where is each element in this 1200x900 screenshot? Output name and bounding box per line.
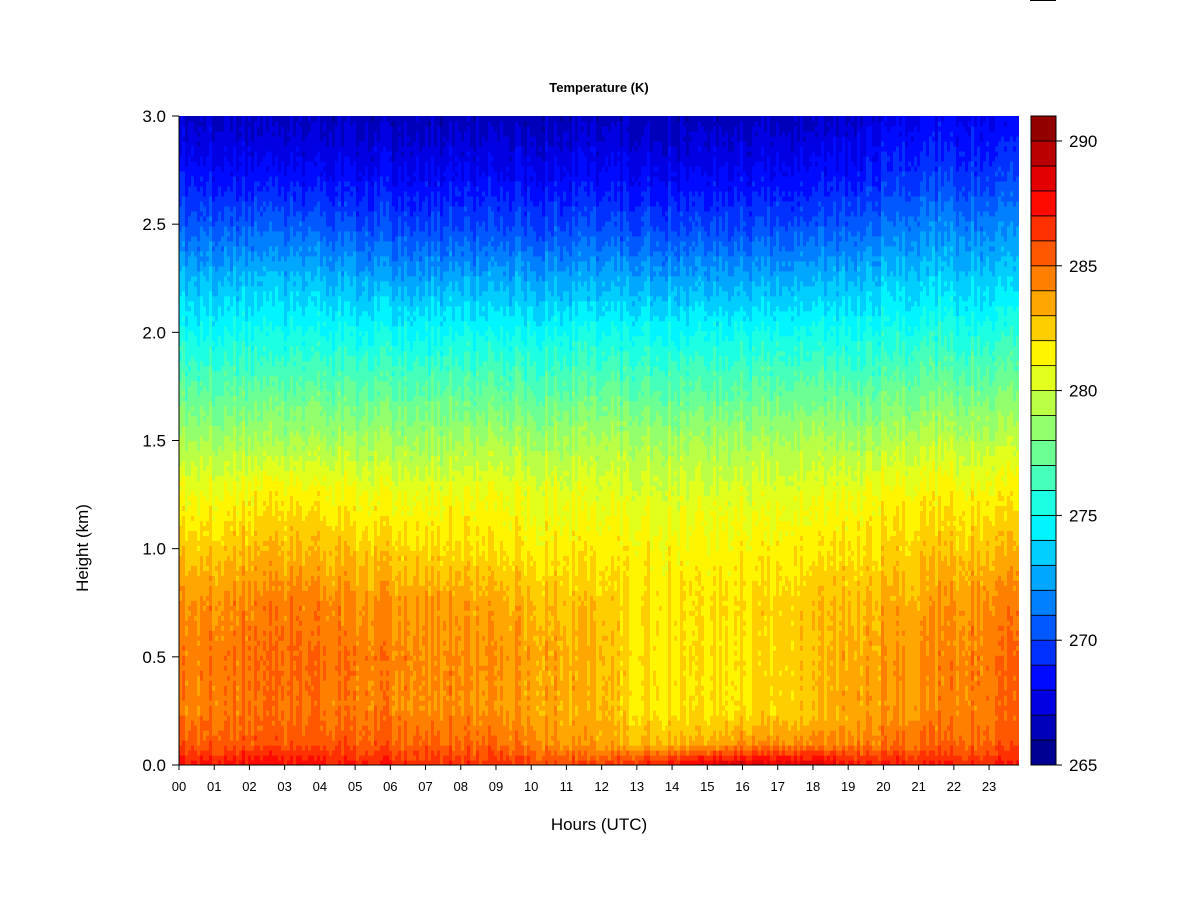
heatmap-area: [179, 116, 1020, 766]
chart-title: Temperature (K): [549, 80, 648, 95]
